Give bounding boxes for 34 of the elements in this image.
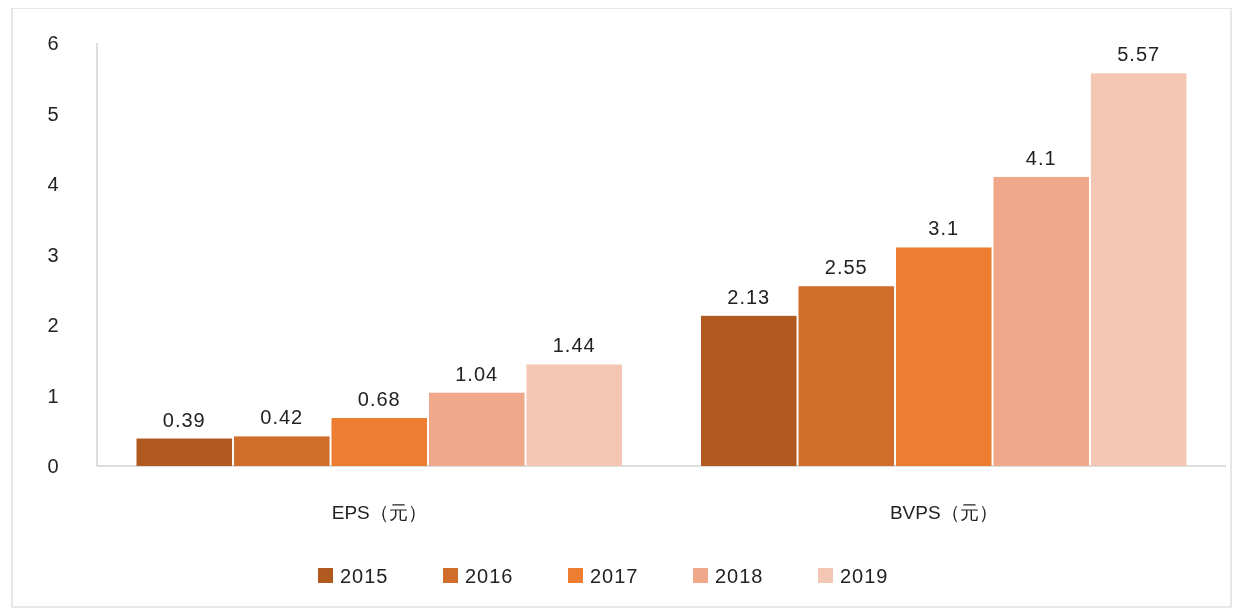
y-tick-label: 1 xyxy=(47,384,59,407)
y-tick-label: 2 xyxy=(47,314,59,336)
bar xyxy=(701,315,797,466)
legend-label: 2016 xyxy=(465,565,514,587)
y-tick-label: 0 xyxy=(47,455,59,477)
data-label: 0.42 xyxy=(260,406,304,429)
legend-label: 2018 xyxy=(715,565,764,587)
bar xyxy=(136,438,233,466)
data-label: 4.1 xyxy=(1025,146,1057,169)
data-label: 2.55 xyxy=(824,256,868,279)
data-label: 3.1 xyxy=(928,217,960,240)
bar xyxy=(428,392,525,466)
legend-label: 2019 xyxy=(840,565,889,587)
bar xyxy=(526,364,622,466)
bar xyxy=(1090,73,1187,466)
y-tick-label: 6 xyxy=(47,32,59,54)
y-tick-label: 5 xyxy=(47,102,59,125)
data-label: 5.57 xyxy=(1117,43,1161,66)
data-label: 0.39 xyxy=(162,408,206,431)
bar xyxy=(331,418,428,466)
legend-label: 2017 xyxy=(590,565,639,587)
bar xyxy=(798,286,895,466)
bar xyxy=(234,436,330,466)
data-label: 2.13 xyxy=(727,285,771,308)
bar xyxy=(993,176,1089,466)
data-label: 1.04 xyxy=(455,362,499,385)
y-tick-label: 3 xyxy=(47,243,59,266)
data-label: 1.44 xyxy=(552,334,596,357)
legend-label: 2015 xyxy=(340,565,389,587)
bar xyxy=(895,247,992,466)
x-tick-label: BVPS（元） xyxy=(889,501,998,523)
y-tick-label: 4 xyxy=(47,173,59,195)
x-tick-label: EPS（元） xyxy=(331,501,427,523)
data-label: 0.68 xyxy=(357,388,401,411)
